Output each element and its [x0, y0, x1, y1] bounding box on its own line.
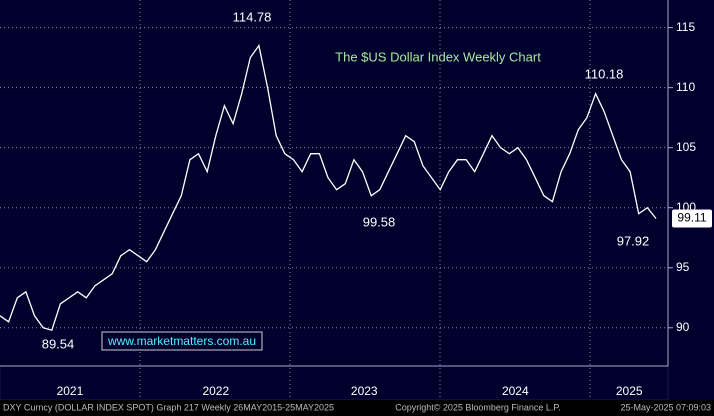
price-line — [0, 44, 657, 331]
x-tick-label: 2021 — [57, 384, 84, 398]
y-tick-label: 90 — [676, 320, 690, 334]
chart-title: The $US Dollar Index Weekly Chart — [335, 49, 541, 64]
x-axis-band — [0, 365, 669, 401]
annotation: 99.58 — [363, 214, 396, 229]
footer-bar — [0, 400, 714, 416]
last-price: 99.11 — [677, 211, 706, 225]
footer-right: 25-May-2025 07:09:03 — [620, 402, 711, 412]
y-tick-label: 115 — [676, 20, 695, 34]
x-tick-label: 2022 — [202, 384, 229, 398]
footer-center: Copyright© 2025 Bloomberg Finance L.P. — [395, 402, 561, 412]
x-tick-label: 2024 — [502, 384, 529, 398]
watermark: www.marketmatters.com.au — [107, 334, 256, 348]
annotation: 97.92 — [617, 233, 650, 248]
year-separators — [139, 0, 591, 400]
y-tick-label: 110 — [676, 80, 695, 94]
y-tick-label: 95 — [676, 260, 690, 274]
footer-left: DXY Curncy (DOLLAR INDEX SPOT) Graph 217… — [3, 402, 334, 412]
x-tick-label: 2025 — [616, 384, 643, 398]
annotation: 89.54 — [42, 336, 75, 351]
x-tick-label: 2023 — [351, 384, 378, 398]
last-price-box — [672, 209, 712, 228]
annotation: 110.18 — [585, 66, 624, 81]
y-tick-label: 105 — [676, 140, 696, 154]
annotation: 114.78 — [233, 9, 272, 24]
watermark-box — [101, 331, 263, 351]
